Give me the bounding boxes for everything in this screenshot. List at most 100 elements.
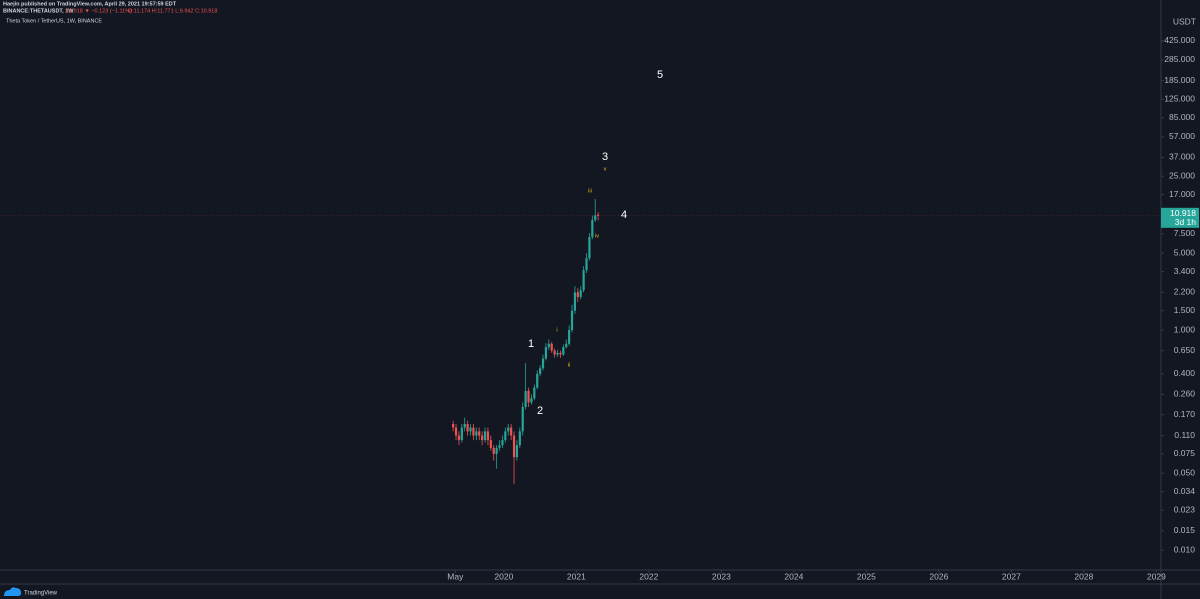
y-tick-label: 0.015 [1174,525,1196,535]
candle-body [495,447,498,454]
candle-body [547,343,550,348]
candle-body [478,431,481,436]
candle-body [539,368,542,374]
ohlc: O:11.174 H:11.771 L:9.942 C:10.918 [128,8,217,14]
wave-label: 5 [657,69,663,81]
y-tick-label: 0.010 [1174,544,1196,554]
candle-body [573,292,577,311]
x-tick-label: 2024 [784,571,803,581]
candle-body [507,427,510,432]
candle-body [492,447,495,454]
candle-body [460,427,463,441]
candle-body [562,347,565,355]
candle-body [454,427,458,436]
wave-label: ii [568,362,570,368]
x-tick-label: May [447,571,464,581]
wave-label: 3 [602,151,608,163]
candle-body [515,445,519,458]
change: 10.918 ▼ −0.123 (−1.11%) [66,8,132,14]
y-tick-label: 185.000 [1164,75,1195,85]
x-tick-label: 2026 [929,571,948,581]
y-tick-label: 125.000 [1164,94,1195,104]
candle-body [498,445,501,448]
candle-body [556,352,559,355]
y-tick-label: 0.034 [1174,486,1196,496]
candle-body [536,373,539,388]
candle-body [570,310,574,331]
y-tick-label: 0.260 [1174,389,1196,399]
wave-label: 2 [537,405,543,417]
y-tick-label: 0.050 [1174,467,1196,477]
x-tick-label: 2029 [1147,571,1166,581]
symbol: BINANCE:THETAUSDT, 1W [3,8,74,14]
candle-body [582,270,585,291]
candle-body [472,427,475,436]
candle-body [527,390,530,403]
candle-body [457,435,461,441]
candle-body [510,427,513,436]
candle-body [533,387,536,399]
candle-body [544,347,548,359]
wave-label: v [604,166,607,172]
y-tick-label: 0.400 [1174,368,1196,378]
candle-body [452,424,455,428]
candle-body [588,237,591,259]
publisher: Haejin published on TradingView.com, Apr… [3,1,177,7]
candle-body [524,390,527,407]
candle-body [481,435,484,441]
wave-label: i [556,327,557,333]
logo [4,587,21,596]
x-tick-label: 2023 [712,571,731,581]
y-tick-label: 3.400 [1174,266,1196,276]
y-tick-label: 0.110 [1174,430,1195,440]
x-tick-label: 2022 [639,571,658,581]
candle-body [489,440,492,448]
chart-title: Theta Token / TetherUS, 1W, BINANCE [6,18,102,24]
candle-body [565,343,568,348]
y-tick-label: 425.000 [1164,35,1195,45]
candle-body [469,427,472,432]
x-tick-label: 2025 [857,571,876,581]
wave-label: 4 [621,209,627,221]
y-axis-label: USDT [1173,16,1196,26]
y-tick-label: 17.000 [1169,189,1195,199]
candle-body [486,431,490,441]
y-tick-label: 1.000 [1174,324,1196,334]
y-tick-label: 285.000 [1164,54,1195,64]
candle-body [597,214,600,216]
x-tick-label: 2021 [567,571,586,581]
candle-body [576,292,579,297]
wave-label: iii [588,188,592,194]
x-tick-label: 2028 [1074,571,1093,581]
candle-body [553,350,556,355]
last-price-box [1161,207,1199,228]
countdown: 3d 1h [1175,217,1197,227]
wave-label: 1 [528,338,534,350]
last-price: 10.918 [1170,208,1196,218]
candle-body [550,343,553,351]
x-tick-label: 2027 [1002,571,1021,581]
candle-body [568,330,571,344]
y-tick-label: 1.500 [1174,305,1196,315]
x-tick-label: 2020 [494,571,513,581]
y-tick-label: 0.170 [1174,409,1196,419]
candle-body [591,220,594,238]
candle-body [579,290,582,297]
candle-body [521,406,524,432]
candle-body [463,424,466,428]
candle-body [585,258,588,271]
y-tick-label: 85.000 [1169,112,1195,122]
y-tick-label: 0.075 [1174,448,1196,458]
y-tick-label: 2.200 [1174,287,1196,297]
candle-body [501,440,504,446]
candle-body [559,352,562,355]
y-tick-label: 37.000 [1169,152,1195,162]
candle-body [483,431,487,441]
y-tick-label: 5.000 [1174,247,1196,257]
candle-body [594,215,597,221]
y-tick-label: 25.000 [1169,170,1195,180]
y-tick-label: 0.023 [1174,505,1196,515]
y-tick-label: 57.000 [1169,131,1195,141]
